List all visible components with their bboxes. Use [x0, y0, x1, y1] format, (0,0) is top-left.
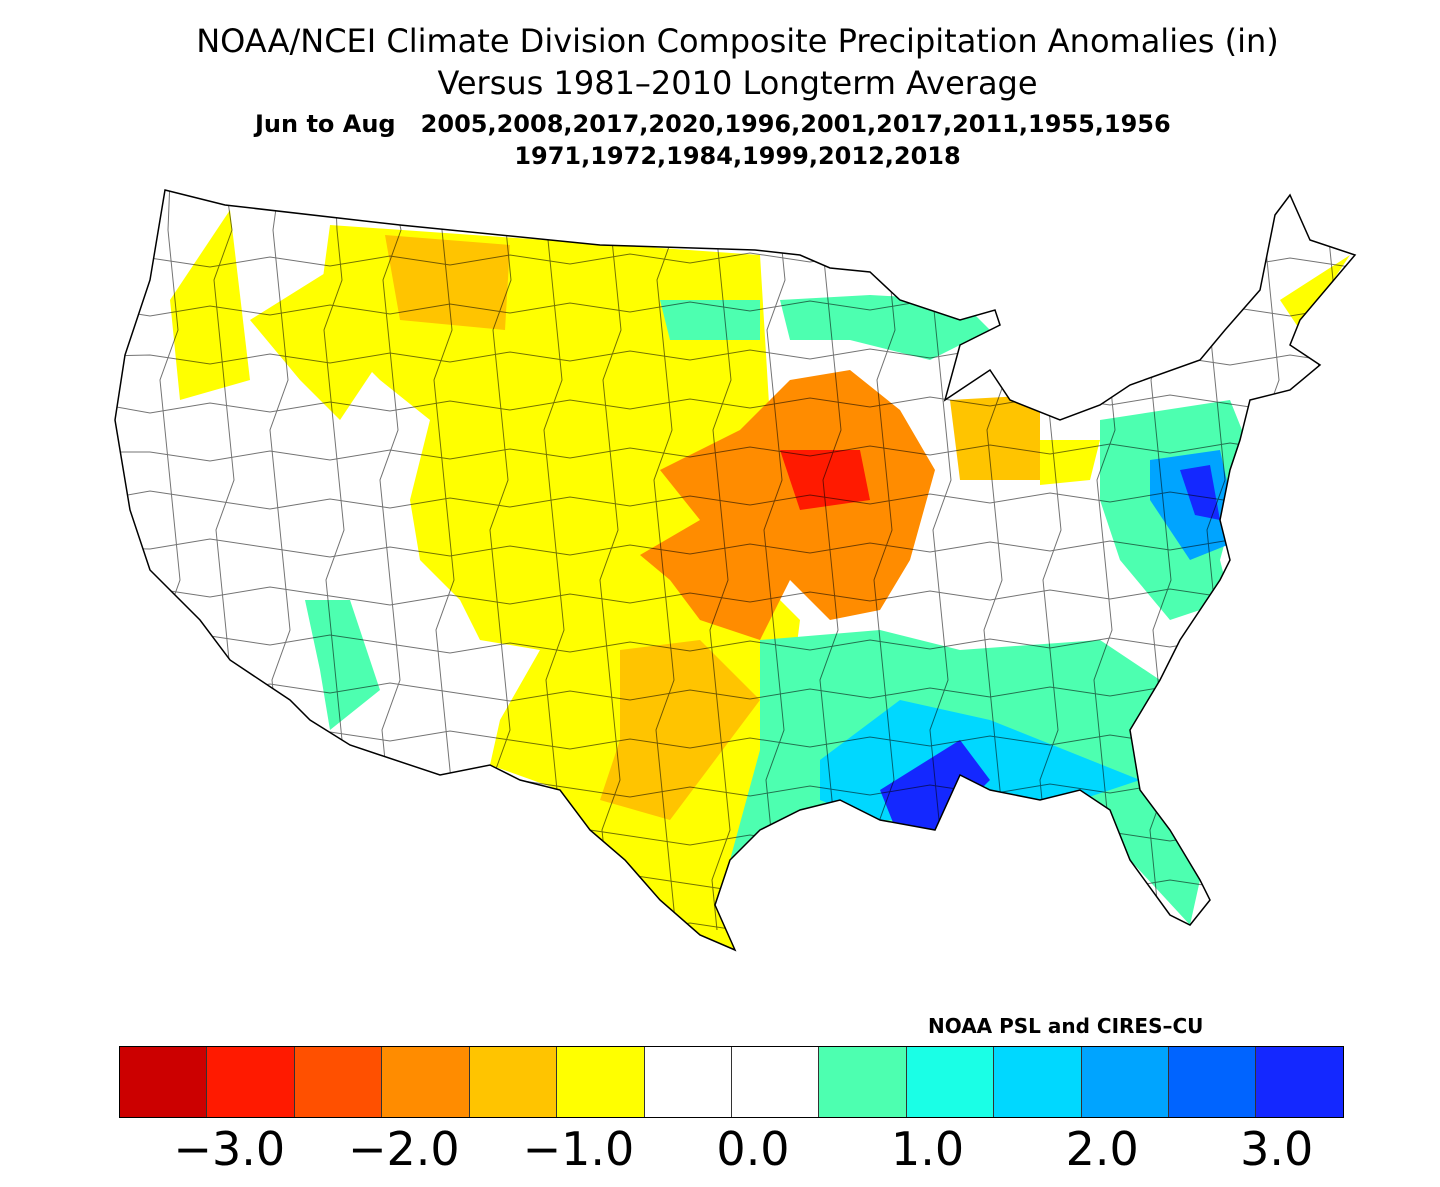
map-subtitle: Versus 1981–2010 Longterm Average — [437, 64, 1038, 102]
composite-years-line2: 1971,1972,1984,1999,2012,2018 — [514, 142, 961, 170]
colorbar-tick-label: 1.0 — [890, 1122, 965, 1176]
region-louisiana-mississippi — [880, 740, 990, 840]
division-boundary — [599, 190, 622, 931]
map-title: NOAA/NCEI Climate Division Composite Pre… — [196, 22, 1279, 60]
division-boundary — [115, 394, 1351, 414]
division-boundary — [115, 634, 1351, 654]
division-boundary — [115, 442, 1351, 462]
colorbar-swatch — [819, 1047, 907, 1117]
colorbar-swatch — [906, 1047, 995, 1117]
division-boundary — [115, 586, 1351, 606]
colorbar-tick-label: −3.0 — [173, 1122, 286, 1176]
division-boundary — [873, 190, 896, 931]
region-corn-belt — [640, 370, 935, 640]
composite-years-line1: Jun to Aug 2005,2008,2017,2020,1996,2001… — [255, 110, 1171, 138]
division-boundary — [653, 190, 677, 931]
colorbar-swatch — [731, 1047, 820, 1117]
colorbar-swatch — [644, 1047, 732, 1117]
colorbar-swatch — [294, 1047, 383, 1117]
division-boundary — [763, 190, 786, 931]
region-washington-cascades — [170, 210, 250, 400]
region-indiana-ohio — [950, 395, 1040, 480]
colorbar-swatch — [469, 1047, 558, 1117]
division-boundary — [115, 538, 1351, 558]
region-central-texas-oklahoma — [600, 640, 760, 820]
colorbar-swatch — [557, 1047, 645, 1117]
region-dakotas-east — [660, 300, 760, 340]
colorbar-tick-label: 3.0 — [1240, 1122, 1314, 1176]
colorbar-tick-label: −2.0 — [347, 1122, 460, 1176]
us-outline — [114, 189, 1357, 952]
division-boundary — [115, 490, 1351, 510]
colorbar-swatch — [1169, 1047, 1257, 1117]
division-boundary — [709, 190, 732, 931]
region-arizona — [305, 600, 380, 730]
colorbar-swatch — [1081, 1047, 1170, 1117]
credit-text: NOAA PSL and CIRES–CU — [928, 1014, 1204, 1038]
colorbar-tick-label: −1.0 — [522, 1122, 635, 1176]
division-boundary — [115, 682, 1351, 702]
colorbar-tick-label: 0.0 — [716, 1122, 790, 1176]
colorbar-swatch — [382, 1047, 470, 1117]
colorbar-swatch — [994, 1047, 1082, 1117]
region-iowa-core — [780, 450, 870, 510]
colorbar-tick-label: 2.0 — [1065, 1122, 1139, 1176]
region-chesapeake — [1180, 465, 1220, 520]
colorbar — [119, 1046, 1344, 1118]
colorbar-swatch — [120, 1047, 208, 1117]
colorbar-swatch — [1256, 1047, 1343, 1117]
colorbar-swatch — [207, 1047, 295, 1117]
us-climate-division-map — [114, 189, 1357, 952]
